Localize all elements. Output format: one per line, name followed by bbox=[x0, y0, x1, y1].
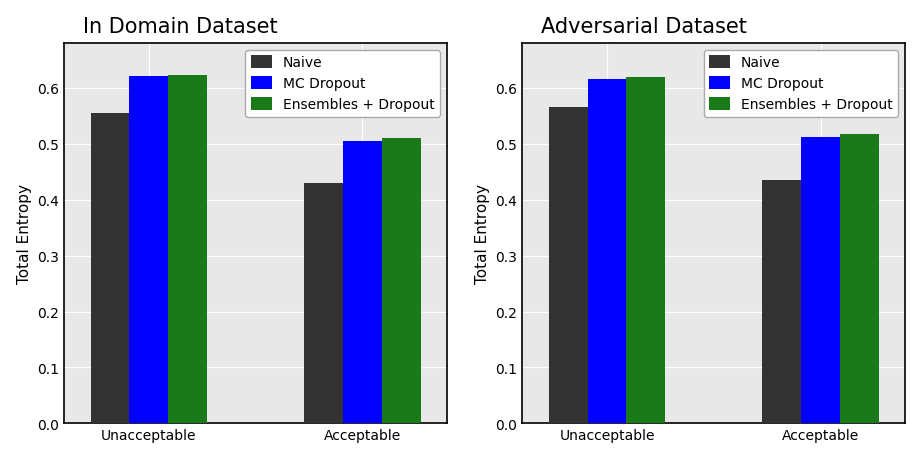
Legend: Naive, MC Dropout, Ensembles + Dropout: Naive, MC Dropout, Ensembles + Dropout bbox=[703, 50, 898, 118]
Bar bbox=[762, 180, 801, 424]
Bar bbox=[129, 77, 168, 424]
Bar bbox=[382, 139, 420, 424]
Bar bbox=[626, 78, 666, 424]
Bar bbox=[801, 138, 840, 424]
Bar bbox=[168, 76, 207, 424]
Bar bbox=[343, 141, 382, 424]
Bar bbox=[587, 80, 626, 424]
Legend: Naive, MC Dropout, Ensembles + Dropout: Naive, MC Dropout, Ensembles + Dropout bbox=[245, 50, 440, 118]
Bar bbox=[840, 135, 879, 424]
Bar bbox=[90, 113, 129, 424]
Bar bbox=[304, 183, 343, 424]
Y-axis label: Total Entropy: Total Entropy bbox=[475, 184, 490, 284]
Text: In Domain Dataset: In Domain Dataset bbox=[83, 17, 278, 37]
Y-axis label: Total Entropy: Total Entropy bbox=[17, 184, 31, 284]
Text: Adversarial Dataset: Adversarial Dataset bbox=[541, 17, 748, 37]
Bar bbox=[549, 108, 587, 424]
